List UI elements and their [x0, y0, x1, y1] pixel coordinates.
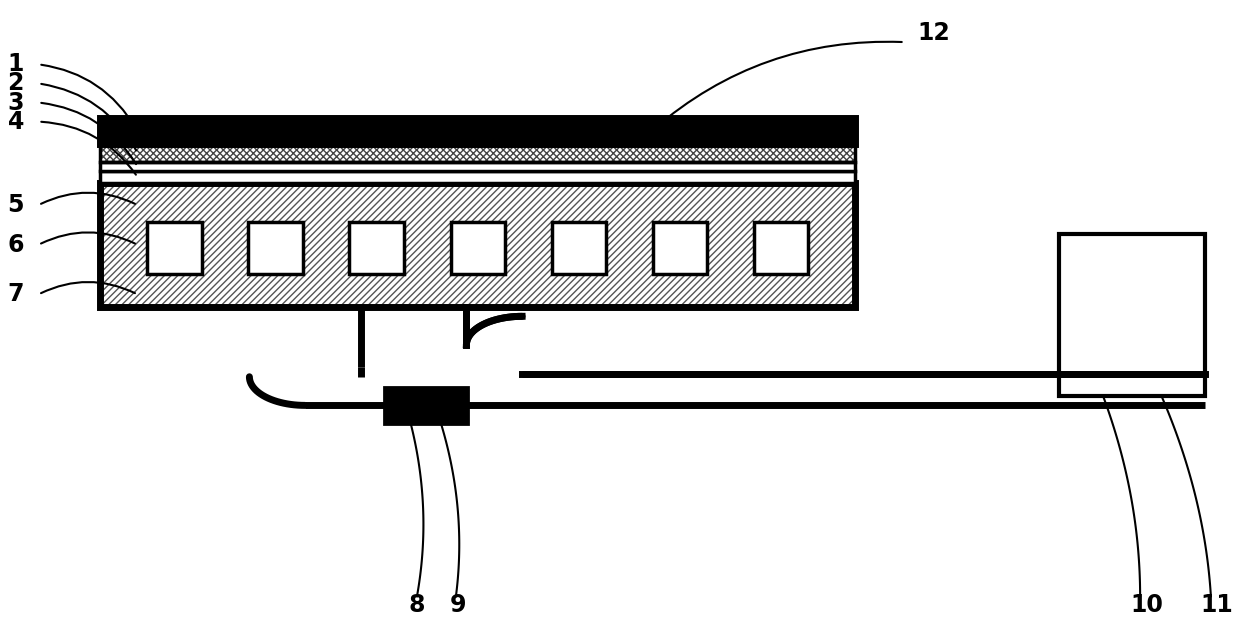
Text: 7: 7 — [7, 282, 24, 306]
Text: 6: 6 — [7, 233, 24, 257]
Text: 4: 4 — [7, 110, 24, 134]
Bar — [100, 162, 856, 171]
Bar — [384, 387, 467, 424]
Text: 3: 3 — [7, 91, 24, 114]
Bar — [148, 222, 202, 274]
Text: 10: 10 — [1130, 593, 1163, 617]
Bar — [100, 183, 856, 307]
Bar — [1059, 234, 1205, 396]
Text: 12: 12 — [916, 20, 950, 45]
Text: 11: 11 — [1200, 593, 1234, 617]
Text: 1: 1 — [7, 52, 24, 77]
Bar — [350, 222, 404, 274]
Text: 5: 5 — [7, 193, 24, 217]
Bar — [100, 183, 856, 307]
Bar — [754, 222, 808, 274]
Bar — [552, 222, 606, 274]
Bar — [100, 118, 856, 144]
Text: 9: 9 — [450, 593, 466, 617]
Bar — [100, 171, 856, 183]
Bar — [100, 144, 856, 162]
Text: 2: 2 — [7, 72, 24, 95]
Text: 8: 8 — [409, 593, 425, 617]
Bar — [450, 222, 505, 274]
Bar — [100, 162, 856, 171]
Bar — [100, 144, 856, 162]
Bar — [100, 171, 856, 183]
Bar — [248, 222, 303, 274]
Bar — [652, 222, 707, 274]
